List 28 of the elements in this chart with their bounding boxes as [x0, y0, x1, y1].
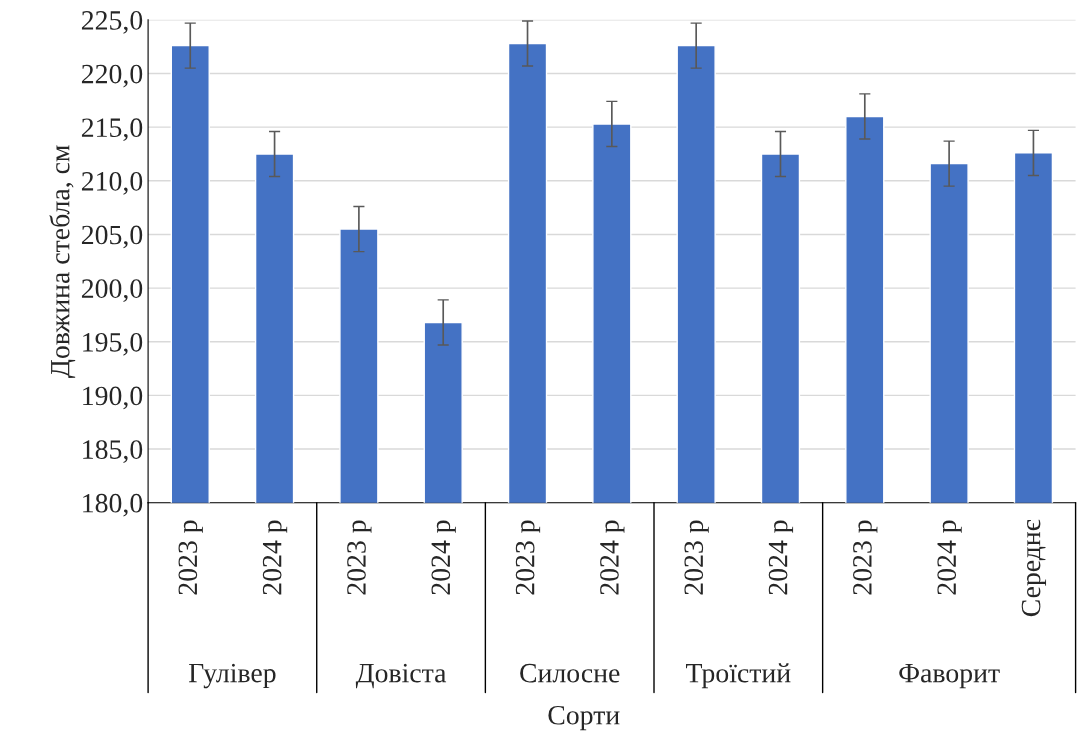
text: Фаворит [899, 664, 1000, 689]
x-tick-label: 2024 р [262, 520, 288, 595]
y-tick-label: 180,0 [83, 493, 143, 517]
x-tick-label: 2023 р [684, 520, 709, 595]
y-tick-label: 200,0 [81, 279, 143, 303]
x-tick-label: 2023 р [515, 520, 541, 595]
y-tick-label: 190,0 [83, 386, 143, 410]
y-tick-label: 185,0 [83, 440, 143, 463]
y-tick-label: 210,0 [81, 171, 143, 195]
y-tick-label: 225,0 [81, 11, 143, 34]
x-tick-label: 2024 р [431, 520, 456, 595]
y-tick-label: 195,0 [83, 332, 143, 356]
x-axis-title: Сорти [548, 705, 620, 731]
y-tick-label: 205,0 [81, 225, 143, 249]
text: Довіста [355, 663, 447, 689]
x-tick-label: 2023 р [347, 520, 372, 595]
y-tick-label: 215,0 [81, 118, 143, 142]
y-tick-label: 220,0 [81, 64, 143, 88]
x-tick-label: 2023 р [178, 520, 203, 595]
y-axis-title: Довжина стебла, см [49, 145, 76, 378]
x-tick-label: 2024 р [937, 520, 962, 595]
text: Силосне [520, 663, 620, 683]
text: Троїстий [686, 663, 791, 689]
x-tick-label: 2023 р [853, 520, 878, 595]
text: Гулівер [189, 663, 276, 689]
x-tick-label: Середнє [1021, 519, 1047, 617]
x-tick-label: 2024 р [600, 520, 625, 595]
x-tick-label: 2024 р [768, 520, 794, 595]
